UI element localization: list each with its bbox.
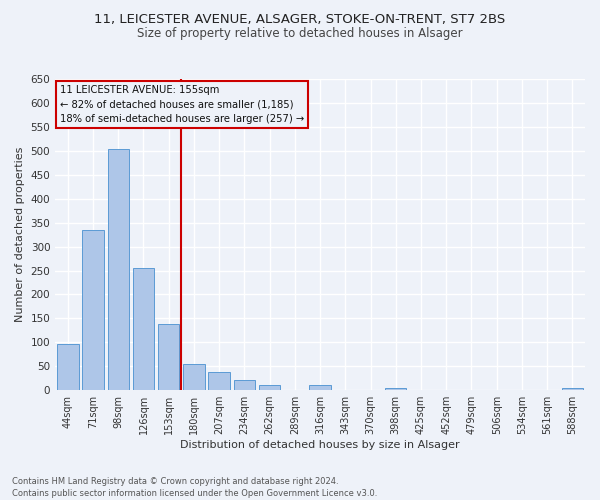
Bar — [259, 386, 280, 390]
Text: Contains HM Land Registry data © Crown copyright and database right 2024.
Contai: Contains HM Land Registry data © Crown c… — [12, 476, 377, 498]
Text: 11 LEICESTER AVENUE: 155sqm
← 82% of detached houses are smaller (1,185)
18% of : 11 LEICESTER AVENUE: 155sqm ← 82% of det… — [60, 84, 304, 124]
Bar — [107, 150, 129, 390]
Text: Size of property relative to detached houses in Alsager: Size of property relative to detached ho… — [137, 28, 463, 40]
Text: 11, LEICESTER AVENUE, ALSAGER, STOKE-ON-TRENT, ST7 2BS: 11, LEICESTER AVENUE, ALSAGER, STOKE-ON-… — [94, 12, 506, 26]
Y-axis label: Number of detached properties: Number of detached properties — [15, 147, 25, 322]
Bar — [385, 388, 406, 390]
Bar — [233, 380, 255, 390]
X-axis label: Distribution of detached houses by size in Alsager: Distribution of detached houses by size … — [180, 440, 460, 450]
Bar — [183, 364, 205, 390]
Bar — [133, 268, 154, 390]
Bar — [57, 344, 79, 390]
Bar — [82, 230, 104, 390]
Bar — [208, 372, 230, 390]
Bar — [158, 324, 179, 390]
Bar — [562, 388, 583, 390]
Bar — [310, 385, 331, 390]
